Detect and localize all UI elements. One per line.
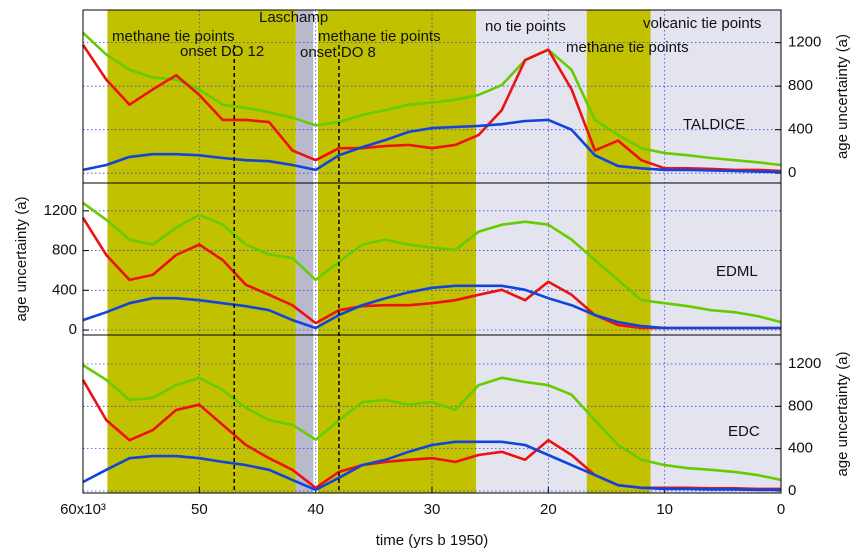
y-axis-label: age uncertainty (a) [834, 34, 851, 159]
x-tick-label: 60x10³ [60, 501, 106, 518]
panel-label: EDC [728, 423, 760, 440]
x-tick-label: 50 [191, 501, 208, 518]
y-tick-label: 0 [69, 321, 77, 338]
annotation: onset DO 8 [300, 44, 376, 61]
annotation: methane tie points [112, 28, 235, 45]
region [317, 10, 477, 493]
y-tick-label: 0 [788, 164, 796, 181]
annotation: onset DO 12 [180, 43, 264, 60]
y-tick-label: 400 [788, 121, 813, 138]
y-tick-label: 1200 [788, 355, 821, 372]
x-tick-label: 20 [540, 501, 557, 518]
y-tick-label: 400 [788, 440, 813, 457]
region [476, 10, 587, 493]
y-axis-label: age uncertainty (a) [834, 351, 851, 476]
y-tick-label: 1200 [44, 202, 77, 219]
annotation: volcanic tie points [643, 15, 761, 32]
annotation: Laschamp [259, 9, 328, 26]
y-tick-label: 800 [52, 242, 77, 259]
plot-frame [82, 9, 782, 494]
y-tick-label: 0 [788, 482, 796, 499]
series-line [82, 440, 781, 492]
x-tick-label: 30 [424, 501, 441, 518]
region [650, 10, 781, 493]
y-tick-label: 1200 [788, 34, 821, 51]
x-tick-label: 0 [777, 501, 785, 518]
panel-label: EDML [716, 263, 758, 280]
region [586, 10, 651, 493]
x-tick-label: 40 [307, 501, 324, 518]
panel-label: TALDICE [683, 116, 745, 133]
y-tick-label: 400 [52, 281, 77, 298]
series-line [82, 31, 782, 167]
series-line [81, 44, 782, 173]
y-tick-label: 800 [788, 77, 813, 94]
series-line [82, 284, 781, 330]
series-line [82, 201, 782, 324]
region [295, 10, 314, 493]
annotation: methane tie points [318, 28, 441, 45]
series-line [82, 364, 782, 482]
annotation: methane tie points [566, 39, 689, 56]
x-axis-label: time (yrs b 1950) [376, 532, 489, 549]
annotation: no tie points [485, 18, 566, 35]
y-axis-label: age uncertainty (a) [13, 196, 30, 321]
series-line [82, 118, 782, 174]
y-tick-label: 800 [788, 397, 813, 414]
x-tick-label: 10 [656, 501, 673, 518]
